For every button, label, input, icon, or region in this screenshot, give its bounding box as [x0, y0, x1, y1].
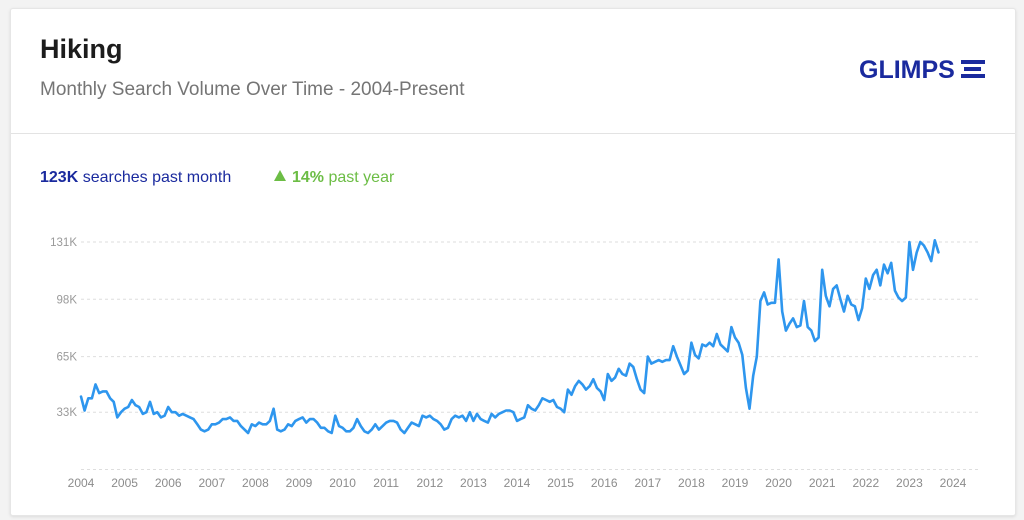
logo-wordmark: GLIMPS: [859, 56, 955, 83]
x-tick-label: 2024: [940, 476, 967, 490]
y-axis: 33K 65K 98K 131K: [50, 237, 77, 419]
growth-stat: 14% past year: [274, 169, 394, 187]
x-tick-label: 2015: [547, 476, 574, 490]
logo-bar-middle: [964, 67, 981, 71]
search-volume-value: 123K: [40, 169, 79, 186]
logo-bar-bottom: [961, 74, 985, 78]
x-tick-label: 2008: [242, 476, 269, 490]
up-triangle-icon: [274, 170, 286, 181]
growth-value: 14%: [292, 169, 325, 186]
x-tick-label: 2018: [678, 476, 705, 490]
x-tick-label: 2005: [111, 476, 138, 490]
x-tick-label: 2012: [416, 476, 443, 490]
x-tick-label: 2016: [591, 476, 618, 490]
x-tick-label: 2009: [286, 476, 313, 490]
chart-grid: [81, 241, 981, 470]
x-tick-label: 2022: [852, 476, 879, 490]
y-tick-label: 98K: [57, 294, 78, 306]
x-tick-label: 2013: [460, 476, 487, 490]
x-tick-label: 2017: [634, 476, 661, 490]
x-tick-label: 2014: [504, 476, 531, 490]
glimpse-logo[interactable]: GLIMPS: [859, 55, 987, 83]
search-volume-label: searches past month: [82, 169, 232, 186]
search-volume-stat: 123K searches past month: [40, 169, 231, 186]
y-tick-label: 33K: [57, 407, 78, 419]
series-line: [79, 239, 940, 435]
x-tick-label: 2006: [155, 476, 182, 490]
logo-bar-top: [961, 60, 985, 64]
x-tick-label: 2011: [373, 476, 399, 490]
page-title: Hiking: [40, 34, 123, 64]
growth-label: past year: [328, 169, 395, 186]
x-tick-label: 2010: [329, 476, 356, 490]
card-header: Hiking Monthly Search Volume Over Time -…: [11, 9, 1015, 134]
x-tick-label: 2023: [896, 476, 923, 490]
x-tick-label: 2004: [68, 476, 95, 490]
x-tick-label: 2020: [765, 476, 792, 490]
x-tick-label: 2007: [198, 476, 225, 490]
y-tick-label: 65K: [57, 352, 78, 364]
page-subtitle: Monthly Search Volume Over Time - 2004-P…: [40, 79, 465, 100]
x-axis: 2004 2005 2006 2007 2008 2009 2010 2011 2012 2013…: [68, 476, 967, 490]
x-tick-label: 2021: [809, 476, 836, 490]
x-tick-label: 2019: [722, 476, 749, 490]
y-tick-label: 131K: [50, 237, 77, 249]
trend-card: Hiking Monthly Search Volume Over Time -…: [10, 8, 1016, 516]
stats-row: 123K searches past month 14% past year: [40, 169, 394, 187]
